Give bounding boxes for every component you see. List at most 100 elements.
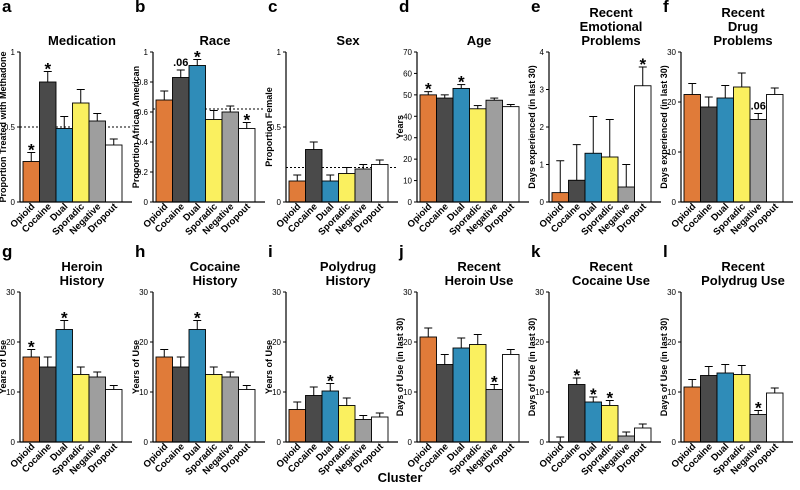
y-tick-label-d-7: 70 xyxy=(403,48,412,57)
bar-h-5 xyxy=(238,389,256,443)
y-axis-label-i: Years of Use xyxy=(264,340,274,394)
bar-k-5 xyxy=(634,427,652,443)
annotation-h-2: * xyxy=(194,309,201,328)
y-tick-label-a-0: 0 xyxy=(11,198,16,207)
y-tick-label-i-0: 0 xyxy=(277,438,282,447)
bar-d-2 xyxy=(452,87,470,203)
y-tick-label-d-6: 60 xyxy=(403,69,412,78)
bar-k-1 xyxy=(568,384,586,443)
bar-k-2 xyxy=(584,401,602,443)
annotation-l-4: * xyxy=(755,399,762,418)
annotation-g-2: * xyxy=(61,309,68,328)
annotation-a-1: * xyxy=(44,60,51,79)
bar-d-0 xyxy=(419,94,437,203)
y-tick-label-g-1: 10 xyxy=(6,388,15,397)
bar-j-2 xyxy=(452,347,470,443)
y-tick-label-l-2: 20 xyxy=(667,338,676,347)
bar-b-3 xyxy=(205,119,223,203)
panel-title-e: Recent xyxy=(589,5,633,20)
bar-f-3 xyxy=(733,86,751,203)
panel-title-l: Recent xyxy=(721,259,765,274)
bar-l-1 xyxy=(700,375,718,443)
annotation-f-4: .06 xyxy=(751,101,766,113)
panel-label-b: b xyxy=(135,0,145,16)
bar-h-0 xyxy=(155,356,173,443)
y-tick-label-f-3: 30 xyxy=(667,48,676,57)
y-tick-label-h-3: 30 xyxy=(139,288,148,297)
y-tick-label-l-3: 30 xyxy=(667,288,676,297)
bar-l-4 xyxy=(749,414,767,443)
panel-title-h: History xyxy=(193,273,239,288)
annotation-j-4: * xyxy=(491,373,498,392)
bar-j-5 xyxy=(502,354,520,443)
bar-b-2 xyxy=(188,65,206,203)
bar-j-0 xyxy=(419,336,437,443)
bar-l-0 xyxy=(683,386,701,443)
y-tick-label-l-1: 10 xyxy=(667,388,676,397)
y-axis-label-l: Days of Use (in last 30) xyxy=(659,318,669,417)
y-tick-label-i-1: 10 xyxy=(272,388,281,397)
bar-e-5 xyxy=(634,85,652,203)
y-tick-label-c-0: 0 xyxy=(277,198,282,207)
bar-g-2 xyxy=(55,329,73,443)
bar-c-2 xyxy=(321,180,339,203)
y-tick-label-a-1: 0.5 xyxy=(4,123,16,132)
panel-title-f: Problems xyxy=(713,33,772,48)
bar-i-2 xyxy=(321,390,339,443)
bar-k-4 xyxy=(617,435,635,443)
y-tick-label-f-1: 10 xyxy=(667,148,676,157)
annotation-g-0: * xyxy=(28,338,35,357)
y-axis-label-e: Days experienced (in last 30) xyxy=(527,65,537,189)
y-tick-label-k-1: 10 xyxy=(535,388,544,397)
panel-title-g: History xyxy=(60,273,106,288)
bar-b-0 xyxy=(155,99,173,203)
panel-label-a: a xyxy=(2,0,12,16)
panel-title-f: Recent xyxy=(721,5,765,20)
bar-i-3 xyxy=(338,405,356,443)
panel-label-i: i xyxy=(268,242,273,261)
panel-a: a Medication Proportion Treated with Metha… xyxy=(0,0,132,238)
annotation-b-1: .06 xyxy=(173,57,188,69)
y-tick-label-c-2: 1 xyxy=(277,48,282,57)
y-tick-label-d-0: 0 xyxy=(408,198,413,207)
y-tick-label-d-2: 20 xyxy=(403,155,412,164)
annotation-a-0: * xyxy=(28,141,35,160)
panel-title-a: Medication xyxy=(48,33,116,48)
bar-h-3 xyxy=(205,374,223,443)
y-tick-label-d-1: 10 xyxy=(403,177,412,186)
annotation-d-0: * xyxy=(425,80,432,99)
panel-label-g: g xyxy=(2,242,12,261)
bar-g-5 xyxy=(105,389,123,443)
panel-title-j: Heroin Use xyxy=(445,273,514,288)
y-axis-label-a: Proportion Treated with Methadone xyxy=(0,51,8,202)
y-tick-label-k-3: 30 xyxy=(535,288,544,297)
y-tick-label-b-5: 1 xyxy=(144,48,149,57)
bar-l-5 xyxy=(766,392,784,443)
bar-i-0 xyxy=(288,409,306,443)
bar-j-4 xyxy=(485,389,503,443)
panel-title-e: Emotional xyxy=(580,19,643,34)
bar-h-1 xyxy=(172,366,190,443)
bar-g-1 xyxy=(39,366,57,443)
bar-a-2 xyxy=(55,128,73,203)
annotation-d-2: * xyxy=(458,73,465,92)
panel-title-k: Recent xyxy=(589,259,633,274)
annotation-i-2: * xyxy=(327,372,334,391)
panel-title-g: Heroin xyxy=(61,259,102,274)
panel-title-i: Polydrug xyxy=(320,259,376,274)
bar-i-1 xyxy=(305,395,323,443)
annotation-k-1: * xyxy=(573,366,580,385)
bar-l-3 xyxy=(733,374,751,443)
y-tick-label-e-1: 1 xyxy=(540,161,545,170)
annotation-k-3: * xyxy=(606,389,613,408)
annotation-e-5: * xyxy=(639,55,646,74)
bar-d-4 xyxy=(485,99,503,203)
bar-e-1 xyxy=(568,179,586,203)
annotation-b-2: * xyxy=(194,48,201,67)
bar-c-1 xyxy=(305,149,323,203)
bar-g-0 xyxy=(22,356,40,443)
y-tick-label-j-2: 20 xyxy=(403,338,412,347)
